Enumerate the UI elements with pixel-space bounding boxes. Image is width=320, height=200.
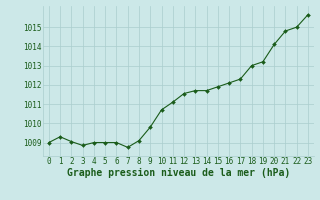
X-axis label: Graphe pression niveau de la mer (hPa): Graphe pression niveau de la mer (hPa) [67,168,290,178]
